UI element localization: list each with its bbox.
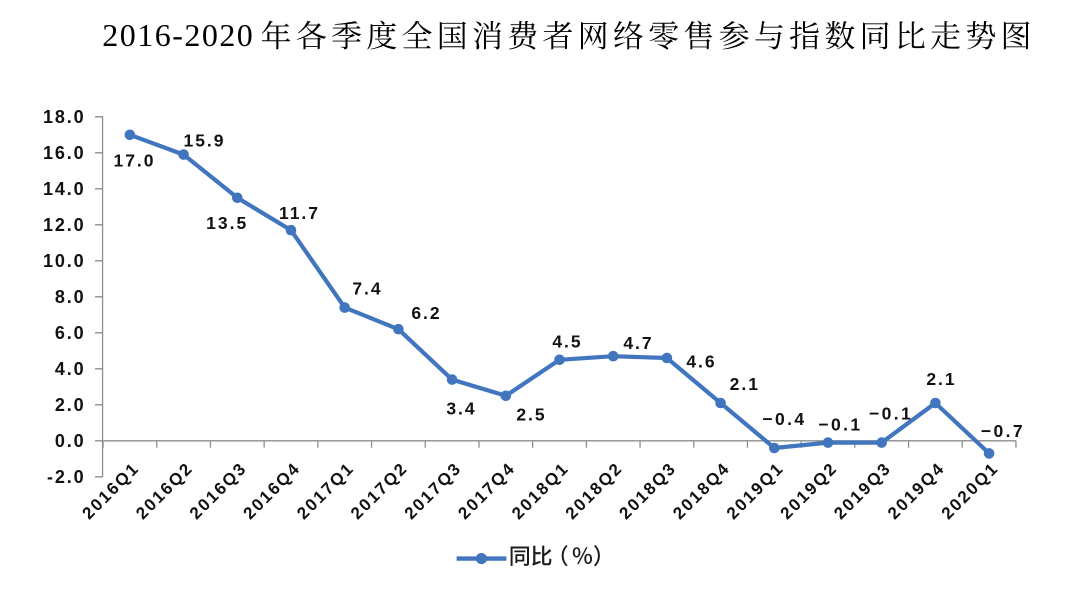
svg-text:12.0: 12.0 xyxy=(43,215,86,235)
svg-text:14.0: 14.0 xyxy=(43,179,86,199)
svg-text:2.1: 2.1 xyxy=(926,369,956,389)
svg-text:-2.0: -2.0 xyxy=(47,467,86,487)
svg-text:16.0: 16.0 xyxy=(43,143,86,163)
svg-text:4.5: 4.5 xyxy=(552,331,582,351)
svg-text:2.5: 2.5 xyxy=(516,405,546,425)
svg-text:4.0: 4.0 xyxy=(55,359,86,379)
svg-text:13.5: 13.5 xyxy=(206,213,248,233)
svg-text:18.0: 18.0 xyxy=(43,107,86,127)
svg-text:2016-2020: 2016-2020 xyxy=(102,17,253,53)
svg-text:2.0: 2.0 xyxy=(55,395,86,415)
svg-text:−0.4: −0.4 xyxy=(762,409,806,429)
svg-text:8.0: 8.0 xyxy=(55,287,86,307)
svg-text:4.6: 4.6 xyxy=(686,352,716,372)
svg-text:11.7: 11.7 xyxy=(279,203,320,223)
svg-text:2.1: 2.1 xyxy=(730,374,760,394)
svg-text:15.9: 15.9 xyxy=(183,130,225,150)
svg-text:0.0: 0.0 xyxy=(55,431,86,451)
svg-text:4.7: 4.7 xyxy=(623,333,653,353)
svg-text:10.0: 10.0 xyxy=(43,251,86,271)
svg-text:7.4: 7.4 xyxy=(352,278,382,298)
svg-text:−0.1: −0.1 xyxy=(869,403,913,423)
svg-text:−0.1: −0.1 xyxy=(818,414,862,434)
svg-text:17.0: 17.0 xyxy=(113,150,155,170)
svg-text:−0.7: −0.7 xyxy=(981,421,1025,441)
svg-text:3.4: 3.4 xyxy=(446,399,476,419)
svg-text:6.2: 6.2 xyxy=(411,303,441,323)
svg-text:6.0: 6.0 xyxy=(55,323,86,343)
